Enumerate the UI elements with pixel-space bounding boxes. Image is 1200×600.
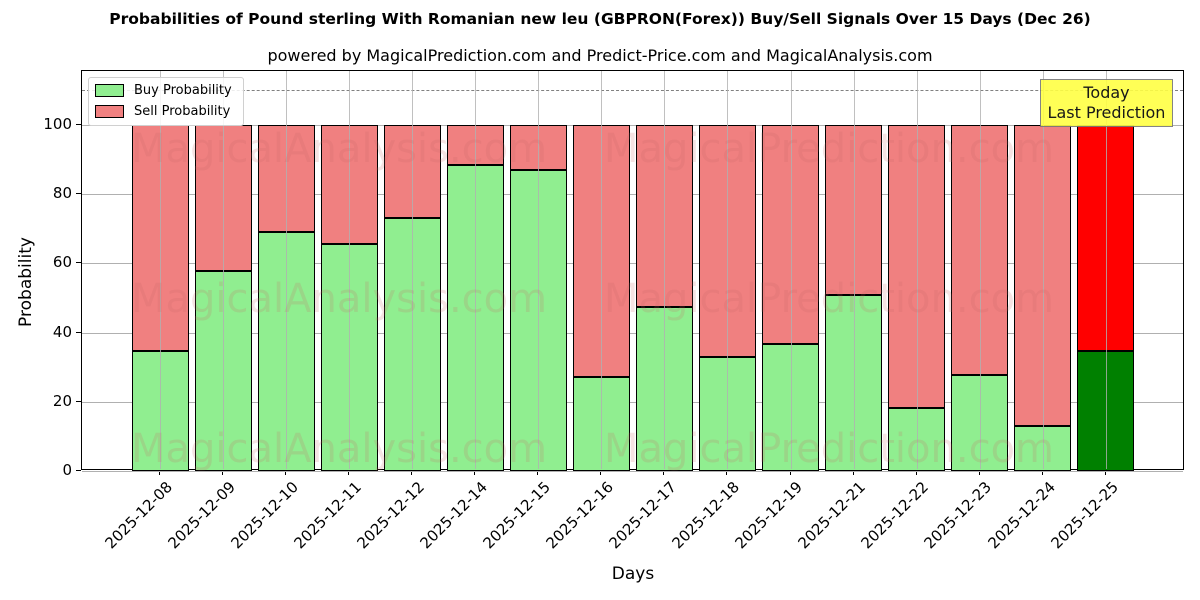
gridline-vertical [475, 71, 477, 469]
x-tick-label: 2025-12-15 [479, 478, 555, 553]
x-tick-mark [1104, 470, 1106, 475]
gridline-vertical [601, 71, 603, 469]
y-tick-label: 80 [52, 184, 72, 203]
y-axis-label: Probability [16, 237, 36, 327]
x-tick-label: 2025-12-14 [416, 478, 491, 553]
x-tick-label: 2025-12-08 [101, 478, 176, 553]
x-tick-mark [663, 470, 665, 475]
y-tick-mark [76, 262, 81, 264]
legend: Buy Probability Sell Probability [88, 77, 244, 126]
reference-line [82, 90, 1183, 92]
y-tick-mark [76, 193, 81, 195]
x-tick-label: 2025-12-18 [668, 478, 744, 553]
gridline-vertical [538, 71, 540, 469]
sell-swatch-icon [95, 104, 124, 118]
x-tick-label: 2025-12-11 [290, 478, 365, 553]
gridline-vertical [664, 71, 666, 469]
gridline-vertical [853, 71, 855, 469]
x-tick-label: 2025-12-12 [353, 478, 428, 553]
x-tick-label: 2025-12-10 [227, 478, 302, 553]
x-tick-label: 2025-12-16 [542, 478, 618, 553]
y-tick-label: 0 [62, 461, 72, 479]
gridline-horizontal [82, 125, 1183, 126]
y-tick-label: 60 [52, 253, 72, 272]
gridline-vertical [286, 71, 288, 469]
x-tick-mark [285, 470, 287, 475]
gridline-horizontal [82, 263, 1183, 265]
y-tick-mark [76, 470, 81, 471]
gridline-vertical [349, 71, 351, 469]
x-tick-mark [726, 470, 728, 475]
x-tick-mark [474, 470, 476, 475]
x-tick-mark [411, 470, 413, 475]
y-tick-label: 20 [52, 391, 72, 410]
chart-subtitle: powered by MagicalPrediction.com and Pre… [267, 46, 933, 65]
y-tick-mark [76, 124, 81, 125]
x-tick-mark [600, 470, 602, 475]
x-tick-label: 2025-12-23 [921, 478, 996, 553]
legend-sell-label: Sell Probability [134, 103, 231, 119]
x-tick-mark [348, 470, 350, 475]
gridline-vertical [916, 71, 918, 469]
annotation-line-2: Last Prediction [1047, 103, 1166, 122]
x-tick-mark [1041, 470, 1043, 475]
gridline-horizontal [82, 194, 1183, 196]
y-tick-mark [76, 400, 81, 402]
x-tick-label: 2025-12-19 [731, 478, 807, 553]
gridline-vertical [1105, 71, 1107, 469]
gridline-vertical [790, 71, 792, 469]
x-tick-mark [537, 470, 539, 475]
annotation-line-1: Today [1083, 83, 1130, 102]
x-tick-label: 2025-12-24 [984, 478, 1059, 553]
buy-swatch-icon [95, 83, 124, 97]
x-tick-mark [915, 470, 917, 475]
chart-title: Probabilities of Pound sterling With Rom… [109, 10, 1091, 28]
legend-buy-label: Buy Probability [134, 82, 232, 98]
y-tick-label: 100 [43, 115, 72, 133]
gridline-horizontal [82, 332, 1183, 334]
gridline-vertical [979, 71, 981, 469]
x-tick-label: 2025-12-09 [164, 478, 239, 553]
gridline-vertical [1042, 71, 1044, 469]
gridline-vertical [727, 71, 729, 469]
gridline-horizontal [82, 471, 1183, 472]
x-tick-mark [159, 470, 160, 475]
x-tick-label: 2025-12-17 [605, 478, 681, 553]
gridline-vertical [223, 71, 225, 469]
plot-area: MagicalAnalysis.comMagicalPrediction.com… [81, 70, 1184, 472]
x-tick-mark [852, 470, 854, 475]
legend-item-sell: Sell Probability [95, 103, 230, 119]
gridline-vertical [160, 71, 161, 469]
today-annotation: Today Last Prediction [1040, 79, 1173, 127]
y-tick-label: 40 [52, 322, 72, 341]
x-tick-mark [789, 470, 791, 475]
x-tick-mark [222, 470, 224, 475]
gridline-vertical [412, 71, 414, 469]
x-axis-label: Days [611, 564, 655, 584]
y-tick-mark [76, 331, 81, 333]
x-tick-mark [978, 470, 980, 475]
legend-item-buy: Buy Probability [95, 82, 232, 98]
gridline-horizontal [82, 401, 1183, 403]
